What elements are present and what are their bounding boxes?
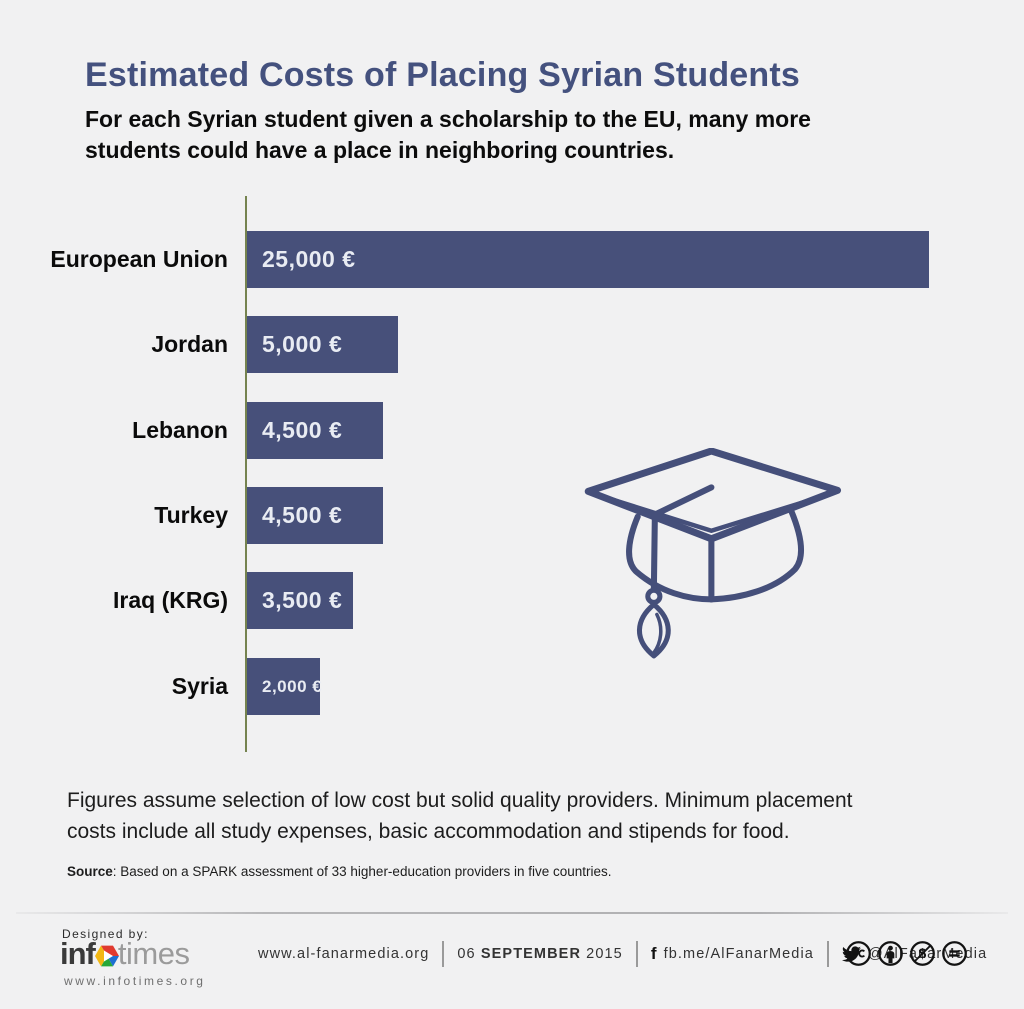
chart-row: Lebanon 4,500 €: [0, 402, 1024, 459]
facebook-handle: fb.me/AlFanarMedia: [663, 946, 814, 962]
source-label: Source: [67, 864, 113, 879]
category-label: Syria: [171, 673, 228, 699]
figures-note: Figures assume selection of low cost but…: [67, 785, 853, 847]
value-label: 4,500 €: [262, 502, 343, 528]
page-subtitle: For each Syrian student given a scholars…: [85, 104, 811, 166]
chart-row: Iraq (KRG) 3,500 €: [0, 572, 1024, 629]
chart-rows: European Union 25,000 € Jordan 5,000 € Leban…: [0, 231, 1024, 731]
value-label: 2,000 €: [262, 677, 323, 696]
infotimes-pinwheel-icon: [94, 945, 119, 966]
twitter-handle: @AlFanarMedia: [867, 946, 988, 962]
cc-icon: [846, 941, 871, 966]
bar-european-union: 25,000 €: [247, 231, 929, 288]
separator: [635, 941, 638, 967]
figures-note-line-2: costs include all study expenses, basic …: [67, 820, 790, 843]
date-day: 06: [457, 946, 476, 962]
subtitle-line-1: For each Syrian student given a scholars…: [85, 106, 811, 132]
figures-note-line-1: Figures assume selection of low cost but…: [67, 789, 853, 812]
infotimes-url[interactable]: www.infotimes.org: [64, 974, 206, 988]
category-label: Turkey: [154, 502, 228, 528]
subtitle-line-2: students could have a place in neighbori…: [85, 137, 675, 163]
chart-row: European Union 25,000 €: [0, 231, 1024, 288]
cc-nd-icon: [942, 941, 967, 966]
chart-axis-line: [245, 196, 247, 752]
logo-text-times: times: [117, 936, 190, 971]
category-label: Iraq (KRG): [113, 587, 228, 613]
bar-chart: European Union 25,000 € Jordan 5,000 € Leban…: [0, 196, 1024, 752]
value-label: 5,000 €: [262, 331, 343, 357]
creative-commons-license: $: [845, 940, 968, 967]
designed-by-label: Designed by:: [62, 927, 149, 941]
category-label: European Union: [50, 246, 228, 272]
alfanarmedia-url[interactable]: www.al-fanarmedia.org: [258, 946, 430, 962]
date-month: SEPTEMBER: [480, 946, 582, 962]
bar-iraq-krg: 3,500 €: [247, 572, 353, 629]
date-year: 2015: [586, 946, 623, 962]
source-text: : Based on a SPARK assessment of 33 high…: [112, 864, 612, 879]
category-label: Lebanon: [132, 417, 228, 443]
separator: [442, 941, 445, 967]
logo-text-inf: inf: [60, 936, 96, 971]
page-title: Estimated Costs of Placing Syrian Studen…: [85, 56, 800, 94]
chart-row: Syria 2,000 €: [0, 658, 1024, 715]
bar-jordan: 5,000 €: [247, 316, 398, 373]
cc-by-icon: [878, 941, 903, 966]
source-note: Source: Based on a SPARK assessment of 3…: [67, 864, 612, 879]
separator: [826, 941, 829, 967]
graduation-cap-icon: [584, 448, 842, 659]
value-label: 25,000 €: [262, 246, 356, 272]
infotimes-logo[interactable]: inf times: [60, 936, 190, 972]
bar-syria: 2,000 €: [247, 658, 323, 715]
facebook-link[interactable]: f fb.me/AlFanarMedia: [651, 944, 814, 964]
value-label: 3,500 €: [262, 587, 343, 613]
facebook-icon: f: [650, 944, 658, 963]
chart-row: Jordan 5,000 €: [0, 316, 1024, 373]
cc-nc-icon: $: [910, 941, 935, 966]
bar-lebanon: 4,500 €: [247, 402, 383, 459]
footer-divider: [16, 912, 1008, 914]
bar-turkey: 4,500 €: [247, 487, 383, 544]
chart-row: Turkey 4,500 €: [0, 487, 1024, 544]
footer-meta-row: www.al-fanarmedia.org 06 SEPTEMBER 2015 …: [258, 938, 987, 970]
publish-date: 06 SEPTEMBER 2015: [457, 946, 622, 962]
category-label: Jordan: [151, 331, 228, 357]
value-label: 4,500 €: [262, 417, 343, 443]
